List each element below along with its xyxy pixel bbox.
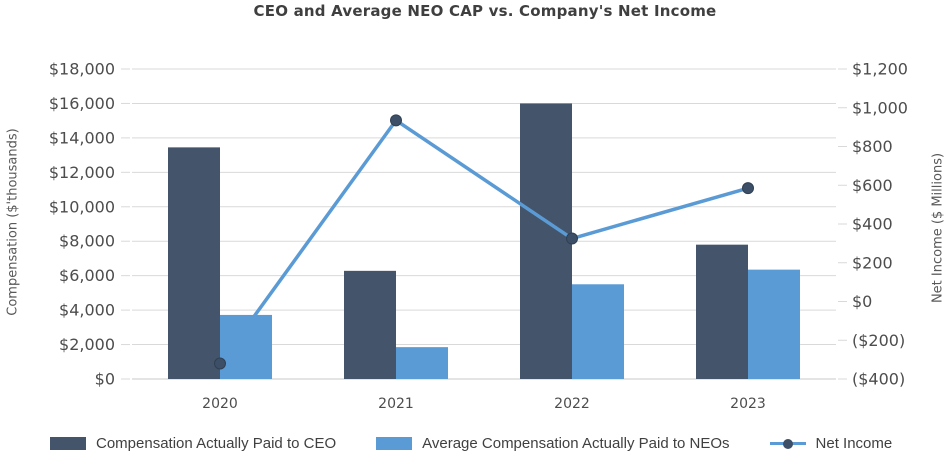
x-axis-label: 2023 [730,396,766,412]
net-income-marker-2021 [390,114,402,127]
right-axis-tick-label: $800 [852,137,893,156]
legend-label: Compensation Actually Paid to CEO [96,434,337,452]
neo-cap-bar-2020 [220,314,272,379]
net-income-marker-2022 [566,232,578,245]
right-axis-tick-label: $1,000 [852,98,908,117]
legend-dot [782,438,793,449]
neo-cap-swatch [376,436,413,450]
right-axis-tick-label: $0 [852,292,872,311]
right-axis-tick-label: $1,200 [852,60,908,79]
net-income-marker-2023 [742,182,754,195]
left-axis-tick-label: $14,000 [49,128,115,147]
right-axis-tick-label: ($400) [852,370,905,389]
x-axis-label: 2022 [554,396,590,412]
net-income-line-dot-glyph [769,437,806,450]
legend-item-neo-cap: Average Compensation Actually Paid to NE… [376,434,730,452]
left-axis-tick-label: $6,000 [59,266,115,285]
legend-label: Net Income [815,434,893,452]
legend-item-net-income: Net Income [769,434,893,452]
net-income-line [218,118,750,366]
neo-cap-bar-2023 [748,269,800,379]
ceo-cap-bar-2021 [344,270,396,379]
right-axis-tick-label: ($200) [852,331,905,350]
x-axis-label: 2020 [202,396,238,412]
ceo-cap-swatch [50,436,86,450]
left-axis-tick-label: $16,000 [49,94,115,113]
left-axis-tick-label: $12,000 [49,163,115,182]
legend-item-ceo-cap: Compensation Actually Paid to CEO [50,435,336,452]
left-axis-tick-label: $4,000 [59,301,115,320]
left-axis-tick-label: $10,000 [49,197,115,216]
left-axis-tick-label: $0 [95,370,115,389]
right-axis-tick-label: $200 [852,253,893,272]
legend-label: Average Compensation Actually Paid to NE… [422,434,730,452]
ceo-cap-bar-2023 [696,244,748,379]
left-axis-tick-label: $8,000 [59,232,115,251]
left-axis-tick-label: $18,000 [49,60,115,79]
neo-cap-bar-2022 [572,284,624,379]
legend: Compensation Actually Paid to CEO Average… [50,433,892,453]
right-axis-tick-label: $400 [852,215,893,234]
net-income-marker-2020 [214,357,226,370]
ceo-cap-bar-2020 [168,147,220,379]
neo-cap-bar-2021 [396,347,448,379]
right-axis-tick-label: $600 [852,176,893,195]
left-axis-tick-label: $2,000 [59,335,115,354]
ceo-cap-bar-2022 [520,103,572,379]
chart-title: CEO and Average NEO CAP vs. Company's Ne… [253,2,717,20]
x-axis-label: 2021 [378,396,414,412]
